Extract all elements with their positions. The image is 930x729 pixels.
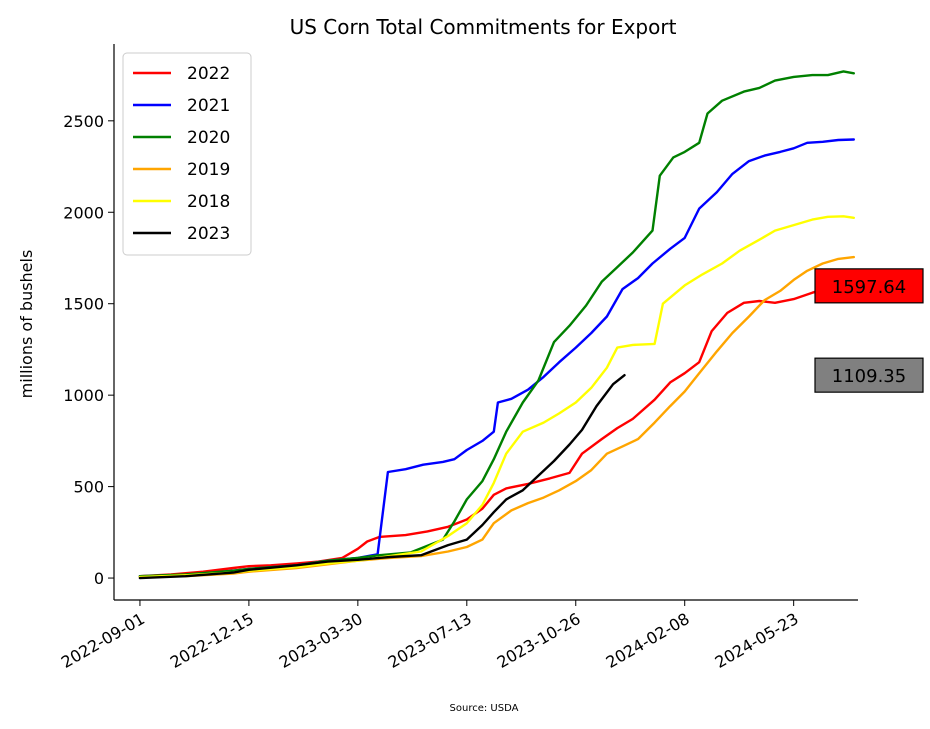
- y-tick-label: 2500: [63, 112, 104, 131]
- legend-label: 2021: [187, 96, 230, 116]
- series-line-2022: [138, 284, 855, 578]
- x-ticks: 2022-09-01 2022-12-15 2023-03-30 2023-07-13…: [58, 600, 802, 672]
- annotation-label: 1109.35: [832, 366, 906, 387]
- y-tick-label: 2000: [63, 203, 104, 222]
- x-tick-label: 2024-02-08: [603, 609, 693, 672]
- series-layer: [138, 70, 855, 580]
- annotation-box: [814, 357, 924, 393]
- y-tick-label: 500: [73, 478, 104, 497]
- annotation-label: 1597.64: [832, 277, 906, 298]
- legend-label: 2023: [187, 224, 230, 244]
- annotation-box: [814, 268, 924, 304]
- legend-label: 2022: [187, 64, 230, 84]
- chart-title: US Corn Total Commitments for Export: [290, 15, 677, 39]
- x-tick-label: 2023-07-13: [385, 609, 475, 672]
- y-tick-label: 1500: [63, 295, 104, 314]
- series-line-2020: [138, 70, 855, 578]
- legend-label: 2018: [187, 192, 230, 212]
- series-line-2018: [138, 215, 855, 579]
- legend-label: 2019: [187, 160, 230, 180]
- y-tick-label: 1000: [63, 386, 104, 405]
- legend-frame: [122, 52, 252, 256]
- y-axis-label: millions of bushels: [17, 250, 36, 399]
- source-note: Source: USDA: [450, 703, 519, 714]
- legend: 2022 2021 2020 2019 2018 2023: [122, 52, 252, 256]
- y-tick-label: 0: [94, 569, 104, 588]
- series-line-2023: [138, 374, 626, 580]
- x-tick-label: 2024-05-23: [712, 609, 802, 672]
- y-ticks: 0 500 1000 1500 2000 2500: [63, 112, 114, 588]
- x-tick-label: 2022-12-15: [167, 609, 257, 672]
- annotations: 1597.64 1109.35: [814, 268, 924, 393]
- x-tick-label: 2023-03-30: [276, 609, 366, 672]
- x-tick-label: 2023-10-26: [494, 609, 584, 672]
- legend-label: 2020: [187, 128, 230, 148]
- x-tick-label: 2022-09-01: [58, 609, 148, 672]
